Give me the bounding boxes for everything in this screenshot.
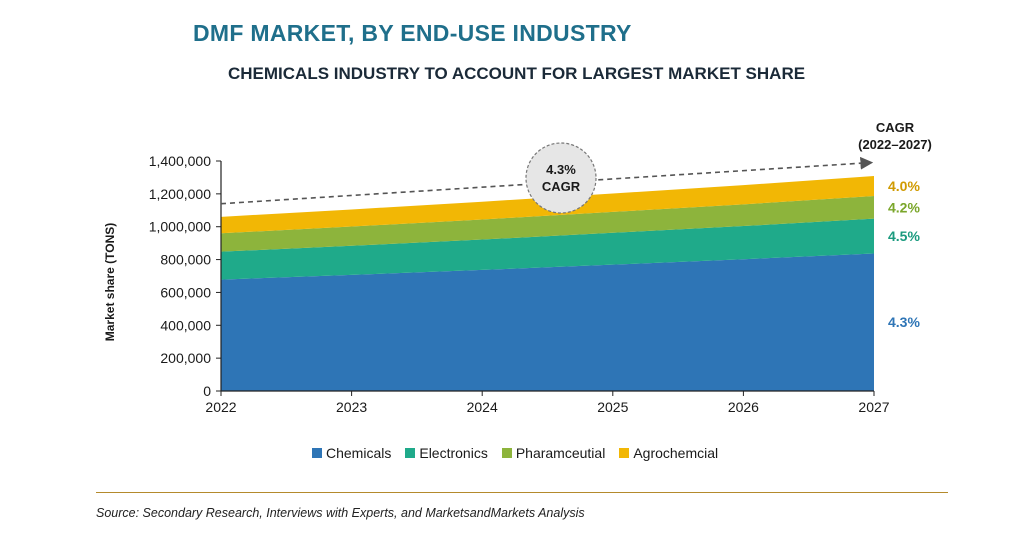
x-tick-label: 2027 — [858, 399, 889, 415]
cagr-label-pharamceutial: 4.2% — [888, 199, 920, 215]
y-tick-label: 1,000,000 — [149, 219, 211, 235]
labels-layer: 4.3% 4.5% 4.2% 4.0% 4.3% CAGR CAGR (2022–2027) — [220, 120, 932, 330]
chart-title: DMF MARKET, BY END-USE INDUSTRY — [193, 20, 632, 46]
x-tick-label: 2024 — [467, 399, 498, 415]
cagr-bubble-value: 4.3% — [546, 162, 576, 177]
legend-item-electronics: Electronics — [405, 445, 488, 461]
axes-layer: 0 200,000 400,000 600,000 800,000 1,000,000 1,… — [149, 153, 890, 415]
legend-swatch — [312, 448, 322, 458]
legend-label: Chemicals — [326, 445, 392, 461]
legend-item-pharamceutial: Pharamceutial — [501, 445, 606, 461]
chart-subtitle: CHEMICALS INDUSTRY TO ACCOUNT FOR LARGES… — [228, 64, 806, 83]
cagr-header-period: (2022–2027) — [858, 137, 932, 152]
y-axis-label: Market share (TONS) — [103, 223, 117, 341]
legend-item-agrochemcial: Agrochemcial — [619, 445, 718, 461]
cagr-bubble — [525, 142, 597, 214]
cagr-header: CAGR — [876, 120, 915, 135]
divider-line — [96, 492, 948, 493]
x-tick-label: 2026 — [728, 399, 759, 415]
cagr-label-chemicals: 4.3% — [888, 314, 920, 330]
legend-swatch — [619, 448, 630, 458]
y-tick-label: 400,000 — [160, 317, 211, 333]
legend: Chemicals Electronics Pharamceutial Agroche… — [312, 445, 718, 461]
x-tick-label: 2023 — [336, 399, 367, 415]
legend-swatch — [501, 448, 512, 458]
area-electronics — [221, 218, 874, 280]
area-chemicals — [221, 253, 874, 391]
source-note: Source: Secondary Research, Interviews w… — [96, 506, 585, 520]
y-tick-label: 1,400,000 — [149, 153, 211, 169]
cagr-label-agrochemcial: 4.0% — [888, 178, 920, 194]
legend-swatch — [405, 448, 416, 458]
area-pharamceutial — [221, 195, 874, 252]
legend-label: Agrochemcial — [633, 445, 719, 461]
legend-label: Pharamceutial — [515, 445, 606, 461]
y-tick-label: 800,000 — [160, 252, 211, 268]
cagr-bubble-label: CAGR — [542, 179, 581, 194]
x-tick-label: 2025 — [597, 399, 628, 415]
y-tick-label: 600,000 — [160, 284, 211, 300]
legend-item-chemicals: Chemicals — [312, 445, 391, 461]
y-tick-label: 0 — [203, 383, 211, 399]
y-tick-label: 200,000 — [160, 350, 211, 366]
y-tick-label: 1,200,000 — [149, 186, 211, 202]
cagr-label-electronics: 4.5% — [888, 228, 920, 244]
x-tick-label: 2022 — [205, 399, 236, 415]
legend-label: Electronics — [419, 445, 488, 461]
